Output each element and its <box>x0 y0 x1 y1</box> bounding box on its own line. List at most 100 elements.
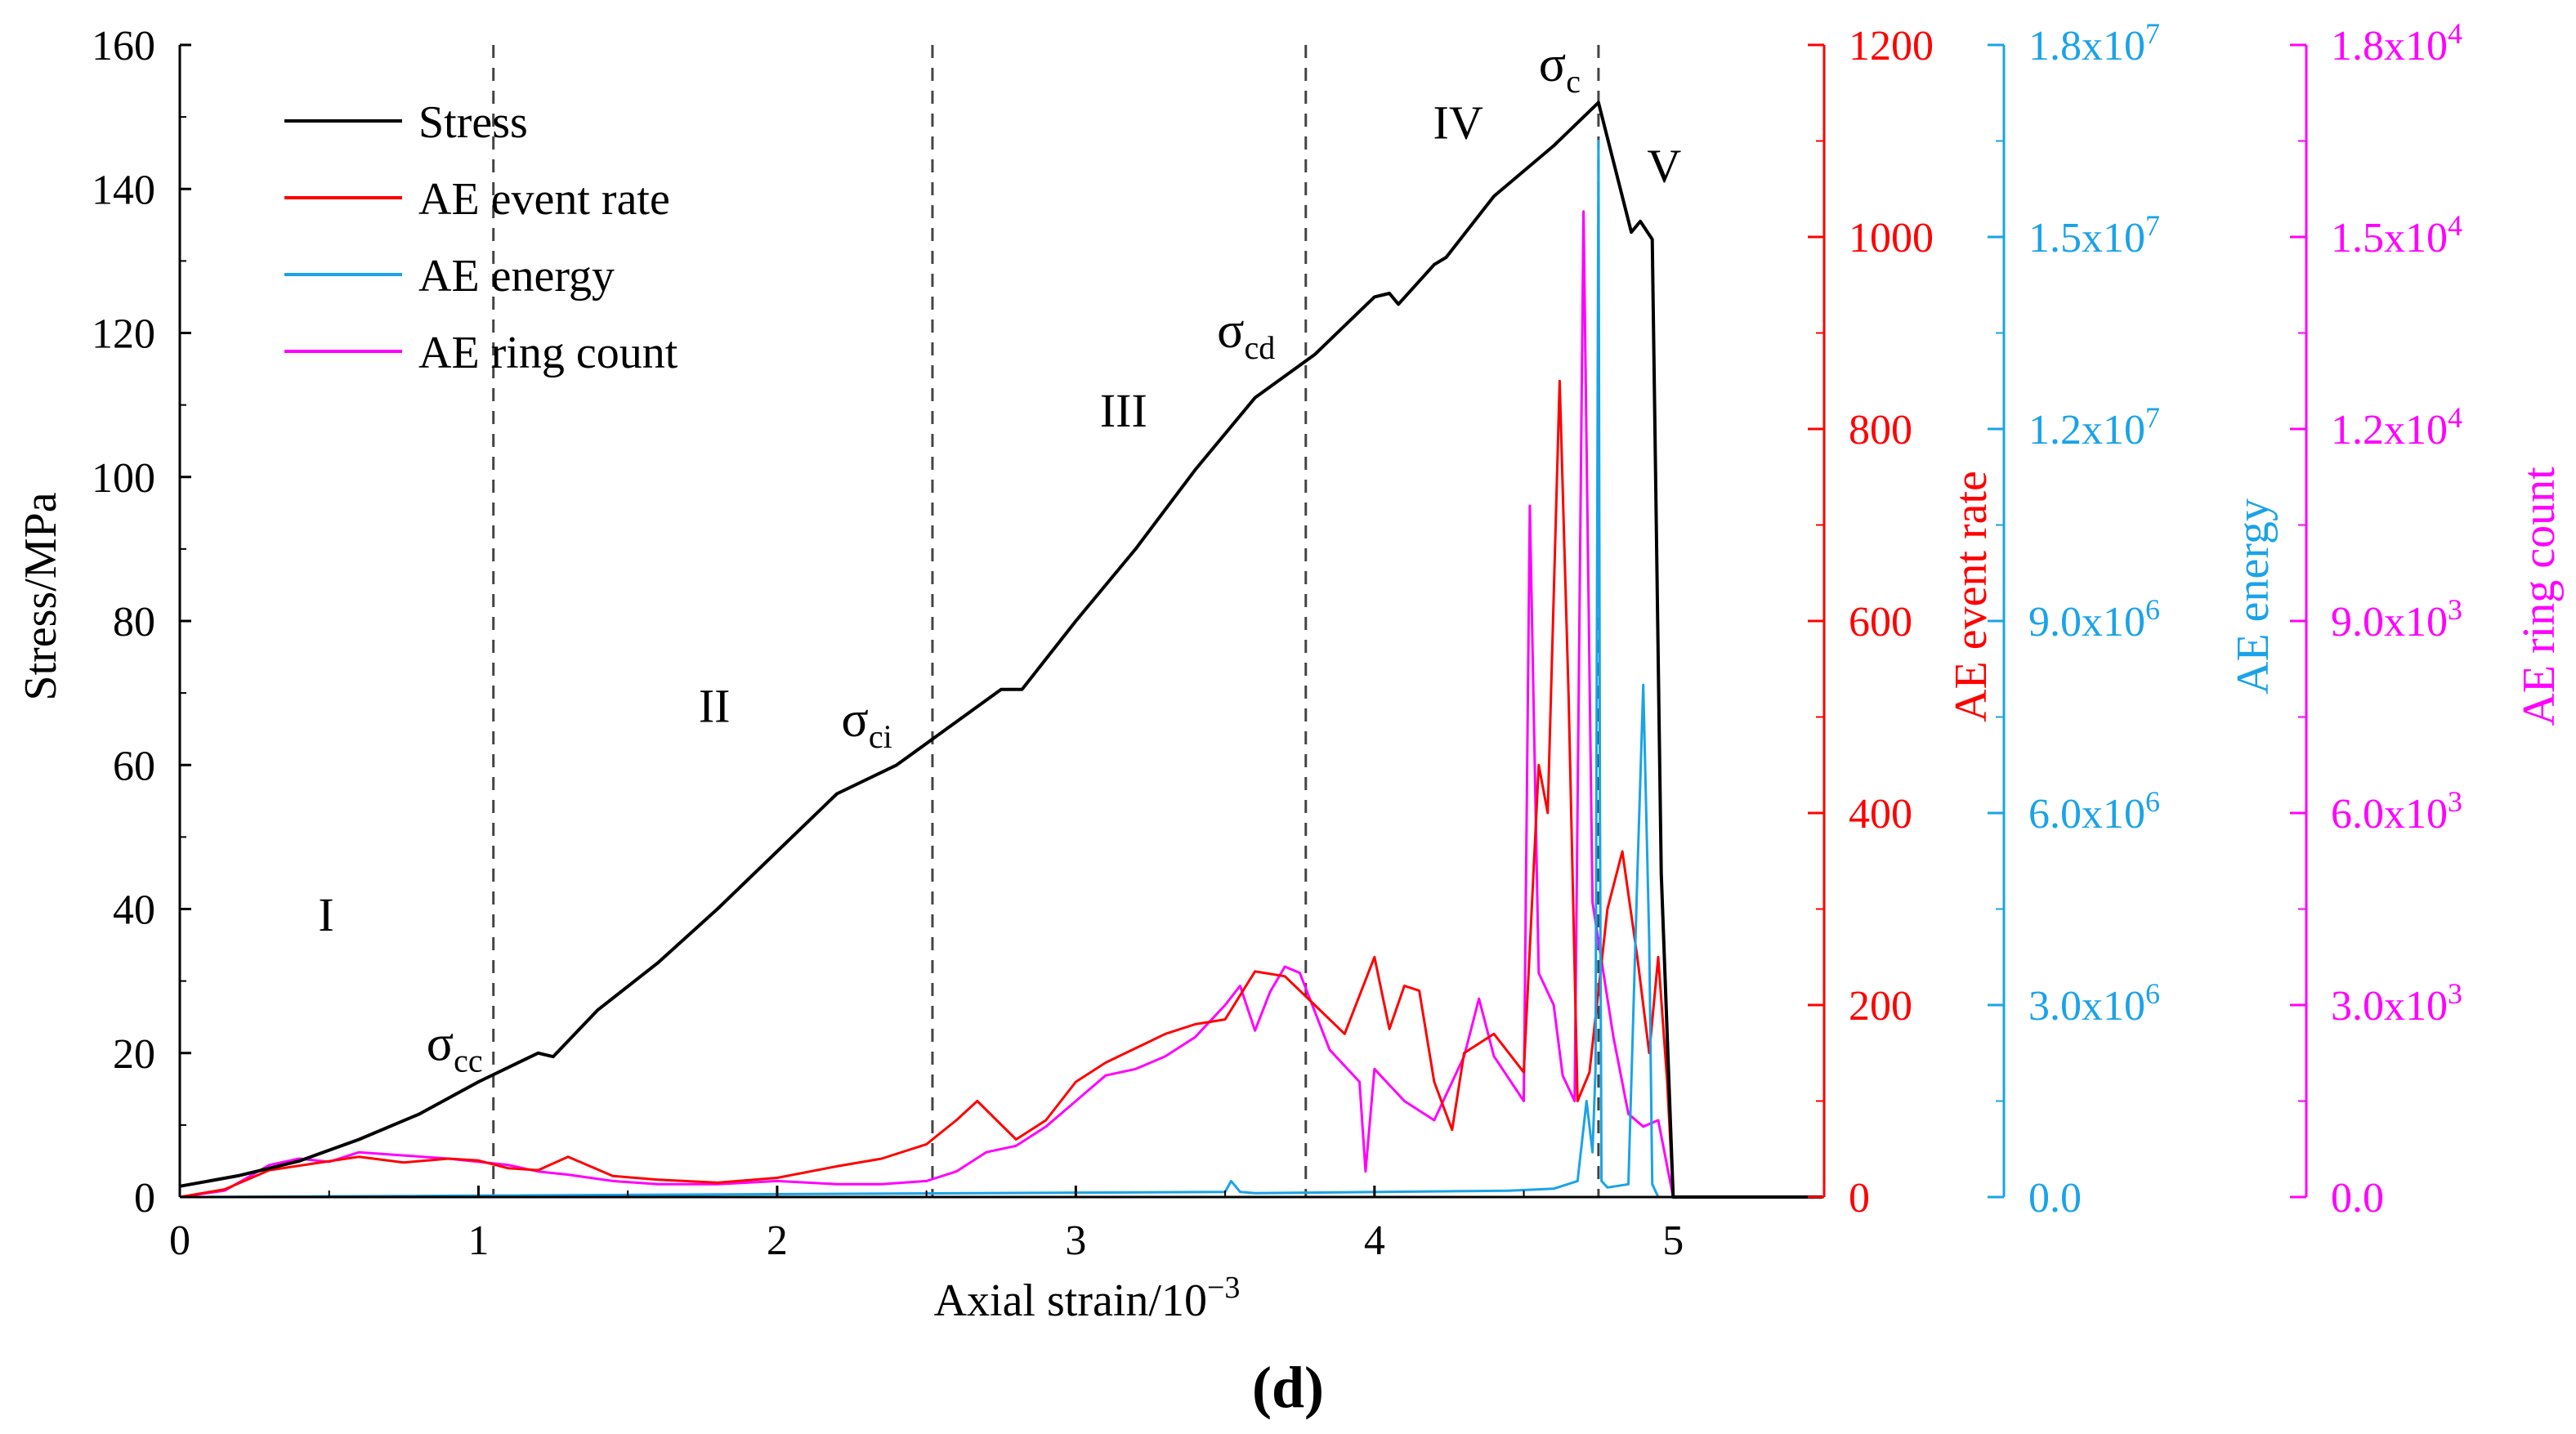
x-tick-label: 1 <box>467 1217 489 1264</box>
tick-mantissa: 6.0x10 <box>2331 791 2448 838</box>
stage-label-II: II <box>699 679 731 732</box>
x-tick-label: 0 <box>169 1217 190 1264</box>
tick-exponent: 7 <box>2145 401 2160 434</box>
panel-label: (d) <box>1252 1355 1324 1420</box>
event-rate-tick-label: 800 <box>1849 407 1912 453</box>
tick-exponent: 3 <box>2448 785 2462 818</box>
tick-exponent: 7 <box>2145 209 2160 242</box>
y-tick-label: 140 <box>92 167 155 213</box>
tick-mantissa: 1000 <box>1849 215 1934 261</box>
tick-exponent: 4 <box>2448 209 2462 242</box>
y-tick-label: 20 <box>113 1031 155 1078</box>
stage-label-V: V <box>1647 139 1681 192</box>
tick-mantissa: 800 <box>1849 407 1912 453</box>
sigma-symbol: σ <box>841 692 868 748</box>
sigma-subscript: c <box>1566 63 1581 100</box>
tick-mantissa: 600 <box>1849 599 1912 646</box>
ring-count-tick-label: 1.5x104 <box>2331 209 2462 261</box>
energy-tick-label: 6.0x106 <box>2028 785 2160 838</box>
ae-energy-line <box>179 140 1822 1199</box>
ring-count-axis-title: AE ring count <box>2514 467 2565 726</box>
energy-axis-title: AE energy <box>2228 498 2279 695</box>
sigma-symbol: σ <box>1539 37 1566 92</box>
event-rate-tick-label: 0 <box>1849 1175 1870 1222</box>
tick-exponent: 4 <box>2448 401 2462 434</box>
ring-count-tick-label: 6.0x103 <box>2331 785 2462 838</box>
y-tick-label: 60 <box>113 743 155 789</box>
x-tick-label: 5 <box>1662 1217 1684 1264</box>
x-axis-title: Axial strain/10−3 <box>934 1271 1241 1326</box>
ring-count-tick-label: 9.0x103 <box>2331 593 2462 646</box>
event-rate-tick-label: 1200 <box>1849 23 1934 69</box>
ring-count-tick-label: 1.2x104 <box>2331 401 2462 453</box>
tick-mantissa: 9.0x10 <box>2331 599 2448 646</box>
tick-mantissa: 0.0 <box>2028 1175 2082 1222</box>
legend-label-4: AE ring count <box>418 328 678 378</box>
energy-tick-label: 0.0 <box>2028 1175 2082 1222</box>
event-rate-tick-label: 1000 <box>1849 215 1934 261</box>
energy-tick-label: 3.0x106 <box>2028 977 2160 1030</box>
tick-mantissa: 0.0 <box>2331 1175 2384 1222</box>
tick-exponent: 6 <box>2145 785 2160 818</box>
tick-mantissa: 1.2x10 <box>2331 407 2448 453</box>
sigma-label-c: σc <box>1539 37 1581 100</box>
sigma-subscript: ci <box>869 718 892 755</box>
y-tick-label: 120 <box>92 311 155 358</box>
legend-label-1: Stress <box>418 97 528 148</box>
tick-exponent: 4 <box>2448 17 2462 50</box>
sigma-label-cd: σcd <box>1217 303 1275 366</box>
tick-mantissa: 3.0x10 <box>2028 983 2145 1030</box>
sigma-label-ci: σci <box>841 692 892 755</box>
y-tick-label: 160 <box>92 23 155 69</box>
tick-mantissa: 0 <box>1849 1175 1870 1222</box>
sigma-symbol: σ <box>1217 303 1244 359</box>
y-tick-label: 40 <box>113 887 155 934</box>
ae-ring-count-line <box>179 210 1822 1199</box>
stress-line <box>179 101 1822 1199</box>
ring-count-tick-label: 0.0 <box>2331 1175 2384 1222</box>
series-lines <box>179 101 1822 1199</box>
tick-mantissa: 1.5x10 <box>2331 215 2448 261</box>
legend-label-2: AE event rate <box>418 174 670 225</box>
tick-mantissa: 1.8x10 <box>2331 23 2448 69</box>
sigma-label-cc: σcc <box>427 1016 483 1079</box>
tick-mantissa: 9.0x10 <box>2028 599 2145 646</box>
tick-exponent: 3 <box>2448 593 2462 626</box>
energy-tick-label: 1.5x107 <box>2028 209 2160 261</box>
tick-mantissa: 200 <box>1849 983 1912 1030</box>
ae-event-rate-line <box>179 379 1822 1199</box>
tick-mantissa: 1200 <box>1849 23 1934 69</box>
energy-tick-label: 1.2x107 <box>2028 401 2160 453</box>
energy-tick-label: 1.8x107 <box>2028 17 2160 69</box>
tick-exponent: 6 <box>2145 977 2160 1010</box>
y-tick-label: 80 <box>113 599 155 646</box>
tick-mantissa: 1.2x10 <box>2028 407 2145 453</box>
tick-mantissa: 1.8x10 <box>2028 23 2145 69</box>
stage-label-III: III <box>1100 384 1147 437</box>
legend-label-3: AE energy <box>418 251 615 302</box>
event-rate-tick-label: 400 <box>1849 791 1912 838</box>
tick-exponent: 3 <box>2448 977 2462 1010</box>
ring-count-tick-label: 1.8x104 <box>2331 17 2462 69</box>
tick-mantissa: 6.0x10 <box>2028 791 2145 838</box>
event-rate-axis-title: AE event rate <box>1946 471 1997 722</box>
energy-tick-label: 9.0x106 <box>2028 593 2160 646</box>
sigma-subscript: cd <box>1245 329 1276 366</box>
stage-label-I: I <box>318 888 333 941</box>
event-rate-tick-label: 200 <box>1849 983 1912 1030</box>
tick-exponent: 6 <box>2145 593 2160 626</box>
legend: Stress AE event rate AE energy AE ring coun… <box>284 97 678 378</box>
x-axis-title-exponent: −3 <box>1207 1271 1240 1305</box>
ring-count-tick-label: 3.0x103 <box>2331 977 2462 1030</box>
stage-label-IV: IV <box>1433 96 1483 150</box>
tick-exponent: 7 <box>2145 17 2160 50</box>
x-tick-label: 3 <box>1065 1217 1086 1264</box>
x-tick-label: 4 <box>1364 1217 1385 1264</box>
y-tick-label: 100 <box>92 455 155 502</box>
event-rate-tick-label: 600 <box>1849 599 1912 646</box>
sigma-subscript: cc <box>454 1043 483 1079</box>
sigma-symbol: σ <box>427 1016 454 1072</box>
